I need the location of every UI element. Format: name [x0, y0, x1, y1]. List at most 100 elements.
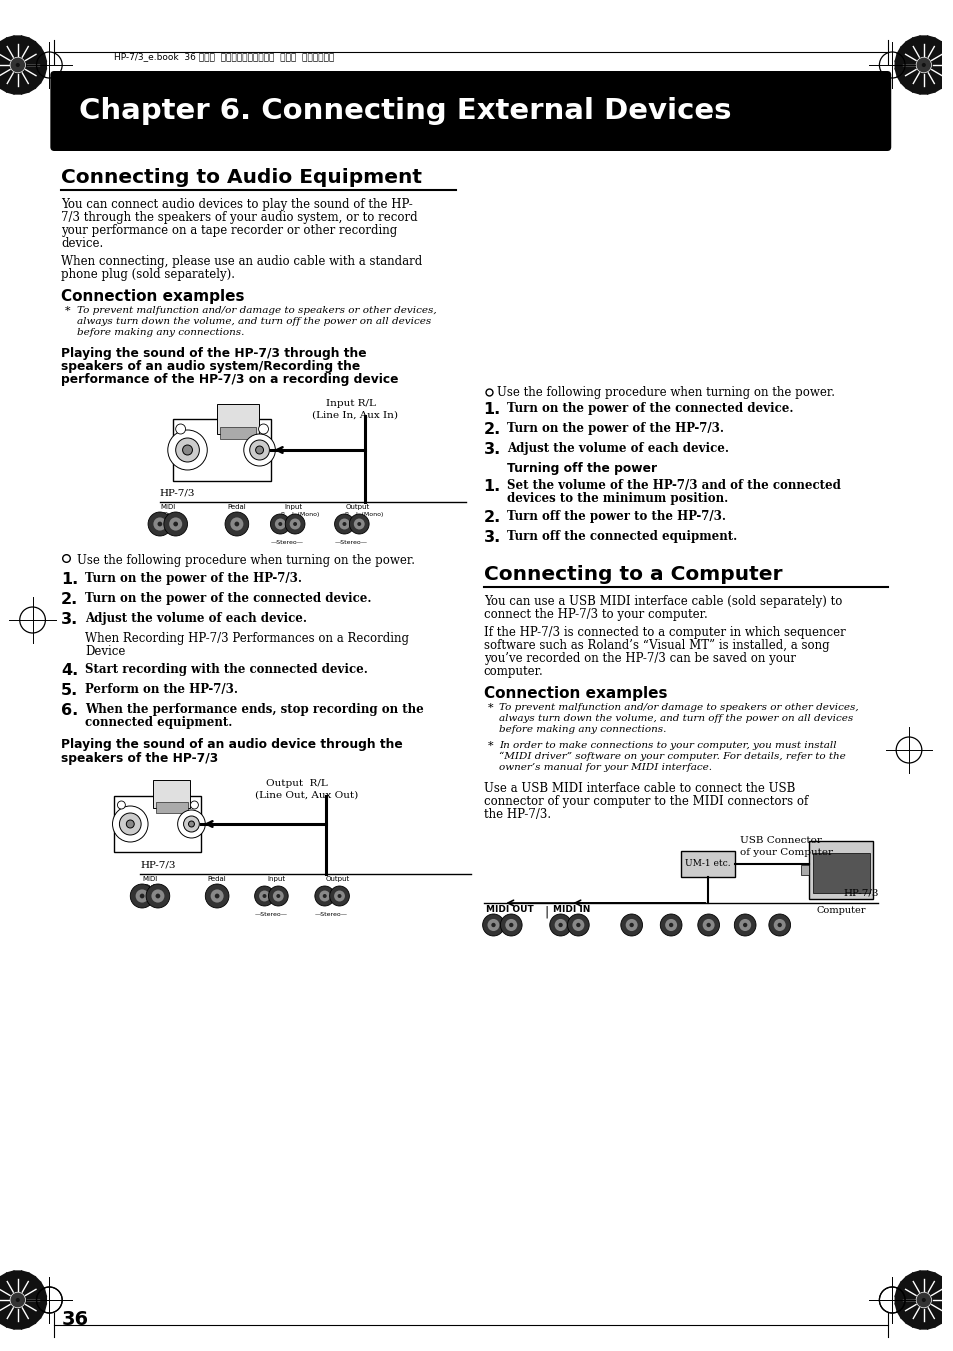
Polygon shape — [931, 36, 942, 47]
Text: |: | — [544, 905, 549, 917]
Polygon shape — [0, 1273, 10, 1282]
Polygon shape — [894, 1302, 902, 1312]
Text: 1.: 1. — [483, 480, 500, 494]
Polygon shape — [26, 82, 36, 93]
Polygon shape — [894, 1288, 902, 1297]
Circle shape — [897, 39, 948, 91]
Polygon shape — [26, 1317, 36, 1328]
Text: 2.: 2. — [483, 509, 500, 526]
Circle shape — [706, 923, 710, 927]
Text: When connecting, please use an audio cable with a standard: When connecting, please use an audio cab… — [61, 255, 422, 267]
Polygon shape — [6, 85, 15, 95]
Circle shape — [491, 923, 496, 927]
Polygon shape — [34, 1281, 46, 1292]
Text: 2.: 2. — [483, 422, 500, 436]
Text: 1.: 1. — [61, 571, 78, 586]
Polygon shape — [911, 1270, 921, 1279]
Polygon shape — [944, 1296, 952, 1305]
Text: (Line In, Aux In): (Line In, Aux In) — [312, 411, 397, 420]
Circle shape — [330, 886, 349, 907]
Text: always turn down the volume, and turn off the power on all devices: always turn down the volume, and turn of… — [77, 317, 431, 326]
Circle shape — [259, 890, 270, 901]
Text: *: * — [487, 703, 493, 713]
Text: Pedal: Pedal — [227, 504, 246, 509]
Polygon shape — [925, 1320, 935, 1329]
Circle shape — [230, 517, 243, 531]
Text: MIDI: MIDI — [160, 504, 175, 509]
Text: Output: Output — [345, 504, 369, 509]
Circle shape — [268, 886, 288, 907]
Circle shape — [500, 915, 521, 936]
Circle shape — [697, 915, 719, 936]
Text: In: In — [156, 884, 163, 890]
Text: Turning off the power: Turning off the power — [507, 462, 657, 476]
Circle shape — [153, 517, 166, 531]
Text: R: R — [344, 512, 349, 517]
Circle shape — [15, 63, 20, 68]
Circle shape — [244, 434, 275, 466]
Polygon shape — [13, 1270, 22, 1278]
Text: the HP-7/3.: the HP-7/3. — [483, 808, 550, 821]
Circle shape — [702, 919, 714, 931]
Text: HP-7/3: HP-7/3 — [160, 488, 195, 497]
Circle shape — [319, 890, 330, 901]
Polygon shape — [919, 1321, 927, 1329]
Polygon shape — [943, 1288, 952, 1297]
Text: MIDI IN: MIDI IN — [552, 905, 590, 915]
Circle shape — [338, 519, 350, 530]
Text: Device: Device — [85, 644, 125, 658]
Circle shape — [15, 1298, 20, 1302]
Text: software such as Roland’s “Visual MT” is installed, a song: software such as Roland’s “Visual MT” is… — [483, 639, 828, 653]
Circle shape — [234, 521, 239, 527]
Circle shape — [131, 884, 153, 908]
Circle shape — [274, 519, 286, 530]
Text: of your Computer: of your Computer — [740, 848, 832, 857]
FancyBboxPatch shape — [51, 72, 890, 151]
Circle shape — [576, 923, 580, 927]
Circle shape — [270, 513, 290, 534]
Circle shape — [768, 915, 790, 936]
Circle shape — [10, 57, 26, 73]
Polygon shape — [13, 35, 22, 43]
Polygon shape — [0, 1317, 10, 1328]
Polygon shape — [13, 86, 22, 95]
Text: Adjust the volume of each device.: Adjust the volume of each device. — [507, 442, 728, 455]
Polygon shape — [30, 78, 42, 89]
Text: *: * — [65, 305, 71, 316]
Circle shape — [554, 919, 566, 931]
Circle shape — [505, 919, 517, 931]
Polygon shape — [38, 68, 47, 77]
Polygon shape — [38, 53, 47, 62]
Circle shape — [262, 894, 266, 898]
Text: UM-1 etc.: UM-1 etc. — [684, 859, 730, 869]
Text: devices to the minimum position.: devices to the minimum position. — [507, 492, 728, 505]
Polygon shape — [944, 61, 952, 69]
Text: Start recording with the connected device.: Start recording with the connected devic… — [85, 663, 367, 676]
Polygon shape — [936, 78, 946, 89]
Text: L (Mono): L (Mono) — [355, 512, 383, 517]
Polygon shape — [39, 61, 47, 69]
Circle shape — [276, 894, 280, 898]
Polygon shape — [911, 85, 921, 95]
Text: you’ve recorded on the HP-7/3 can be saved on your: you’ve recorded on the HP-7/3 can be sav… — [483, 653, 795, 665]
Text: your performance on a tape recorder or other recording: your performance on a tape recorder or o… — [61, 224, 397, 236]
Text: To prevent malfunction and/or damage to speakers or other devices,: To prevent malfunction and/or damage to … — [77, 305, 436, 315]
Bar — [155, 802, 188, 813]
Polygon shape — [0, 78, 5, 89]
Polygon shape — [940, 46, 950, 57]
Polygon shape — [919, 1270, 927, 1278]
Circle shape — [139, 893, 144, 898]
Text: —Stereo—: —Stereo— — [314, 912, 348, 917]
Polygon shape — [940, 1281, 950, 1292]
Text: before making any connections.: before making any connections. — [77, 328, 244, 336]
Circle shape — [337, 894, 341, 898]
Circle shape — [487, 919, 499, 931]
Circle shape — [354, 519, 364, 530]
Text: always turn down the volume, and turn off the power on all devices: always turn down the volume, and turn of… — [498, 713, 853, 723]
Text: connected equipment.: connected equipment. — [85, 716, 232, 730]
Circle shape — [777, 923, 781, 927]
Polygon shape — [894, 61, 902, 69]
Circle shape — [273, 890, 283, 901]
Polygon shape — [925, 85, 935, 95]
Text: 7/3 through the speakers of your audio system, or to record: 7/3 through the speakers of your audio s… — [61, 211, 417, 224]
